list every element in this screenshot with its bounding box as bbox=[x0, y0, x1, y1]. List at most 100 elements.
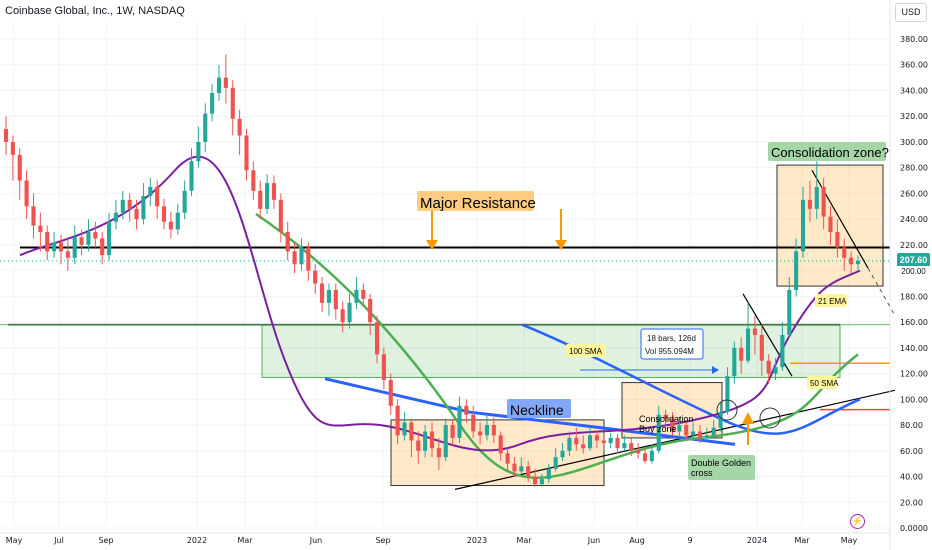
candle-body bbox=[326, 289, 331, 303]
ema21-line bbox=[19, 155, 861, 452]
candle-body bbox=[65, 251, 70, 258]
x-tick-label: Mar bbox=[794, 536, 810, 545]
candle-body bbox=[615, 437, 620, 449]
y-tick-label: 320.00 bbox=[900, 112, 928, 121]
candle-body bbox=[780, 334, 785, 368]
sma50-label-group: 50 SMA bbox=[807, 376, 839, 389]
candle-body bbox=[752, 328, 757, 335]
x-axis: May Jul Sep 2022 Mar Jun Sep 2023 Mar Jun Aug 9 2024… bbox=[0, 532, 890, 545]
candle-body bbox=[402, 422, 407, 436]
candle-body bbox=[244, 135, 249, 171]
measure-box-group: 18 bars, 126d Vol 955.094M bbox=[640, 328, 704, 360]
x-tick-label: Aug bbox=[629, 536, 645, 545]
candle-body bbox=[773, 367, 778, 374]
measure-box bbox=[640, 328, 704, 360]
x-tick-label: Jun bbox=[309, 536, 323, 545]
price-label: 200.00 bbox=[897, 266, 930, 277]
candle-body bbox=[388, 380, 393, 406]
candle-body bbox=[216, 77, 222, 94]
candle-body bbox=[409, 422, 414, 441]
candle-body bbox=[691, 431, 696, 436]
candle-body bbox=[361, 289, 366, 299]
candle-body bbox=[100, 238, 105, 256]
candle-body bbox=[107, 221, 112, 256]
candle-body bbox=[814, 186, 819, 209]
y-tick-label: 20.00 bbox=[900, 498, 923, 507]
candle-body bbox=[642, 453, 648, 462]
candle-body bbox=[464, 405, 469, 415]
candle-body bbox=[292, 251, 297, 265]
ema21-label: 21 EMA bbox=[818, 297, 847, 306]
y-tick-label: 100.00 bbox=[900, 395, 928, 404]
cross-circle-1 bbox=[716, 399, 738, 421]
y-tick-label: 120.00 bbox=[900, 370, 928, 379]
candle-body bbox=[113, 212, 118, 222]
ema21-label-group: 21 EMA bbox=[815, 294, 847, 307]
y-tick-label: 280.00 bbox=[900, 164, 928, 173]
candle-body bbox=[93, 232, 98, 239]
candle-body bbox=[223, 77, 228, 88]
double-golden-cross-label: cross bbox=[691, 468, 713, 478]
x-tick-label: 2022 bbox=[187, 536, 207, 545]
candle-body bbox=[526, 466, 531, 477]
x-tick-label: Jun bbox=[587, 536, 601, 545]
candle-body bbox=[347, 302, 352, 323]
candle-body bbox=[656, 414, 661, 451]
x-tick-label: Mar bbox=[237, 536, 253, 545]
sma100-label: 100 SMA bbox=[569, 347, 603, 356]
candle-body bbox=[677, 425, 682, 432]
measure-arrow-head bbox=[712, 366, 719, 374]
annotations: Major Resistance Neckline Consolidation zo… bbox=[417, 142, 889, 480]
candle-body bbox=[739, 347, 744, 361]
candle-body bbox=[313, 270, 318, 284]
candle-body bbox=[203, 113, 208, 142]
candle-body bbox=[663, 414, 668, 419]
candle-body bbox=[835, 232, 840, 248]
x-tick-label: May bbox=[841, 536, 858, 545]
chart-title: Coinbase Global, Inc., 1W, NASDAQ bbox=[5, 5, 185, 17]
candle-body bbox=[127, 199, 132, 209]
measure-vol-text: Vol 955.094M bbox=[645, 347, 694, 356]
double-golden-cross-label: Double Golden bbox=[691, 458, 751, 468]
candle-body bbox=[711, 427, 716, 436]
x-tick-label: Mar bbox=[516, 536, 532, 545]
candle-body bbox=[306, 247, 311, 271]
sma100-label-group: 100 SMA bbox=[566, 344, 606, 357]
y-tick-label: 40.00 bbox=[900, 473, 923, 482]
candle-body bbox=[299, 247, 304, 265]
candle-body bbox=[533, 476, 538, 485]
candle-body bbox=[512, 463, 517, 472]
candle-body bbox=[732, 347, 737, 377]
x-tick-label: Sep bbox=[98, 536, 113, 545]
candle-body bbox=[491, 425, 496, 436]
candle-body bbox=[574, 437, 579, 445]
candle-body bbox=[251, 170, 256, 191]
candle-body bbox=[52, 242, 57, 252]
candle-body bbox=[759, 334, 764, 361]
candle-body bbox=[285, 232, 290, 252]
candle-body bbox=[800, 199, 806, 252]
candle-body bbox=[450, 425, 455, 438]
x-tick-label: 2023 bbox=[467, 536, 487, 545]
candle-body bbox=[622, 443, 627, 449]
candle-body bbox=[258, 190, 263, 209]
candle-body bbox=[546, 468, 551, 480]
candle-body bbox=[629, 443, 634, 451]
candle-body bbox=[189, 161, 194, 191]
currency-button[interactable]: USD bbox=[895, 3, 927, 22]
candle-body bbox=[210, 93, 215, 114]
candle-body bbox=[457, 405, 462, 438]
candle-body bbox=[855, 260, 861, 265]
x-tick-label: May bbox=[6, 536, 23, 545]
candle-body bbox=[354, 289, 359, 303]
candle-body bbox=[182, 190, 187, 213]
candle-body bbox=[649, 450, 654, 462]
candle-body bbox=[237, 118, 242, 136]
last-price-tag: 207.60 bbox=[897, 253, 930, 267]
candle-body bbox=[581, 444, 586, 449]
lightning-icon[interactable]: ⚡ bbox=[850, 514, 865, 529]
double-golden-cross-label-bg bbox=[688, 455, 755, 480]
candle-body bbox=[828, 216, 833, 233]
